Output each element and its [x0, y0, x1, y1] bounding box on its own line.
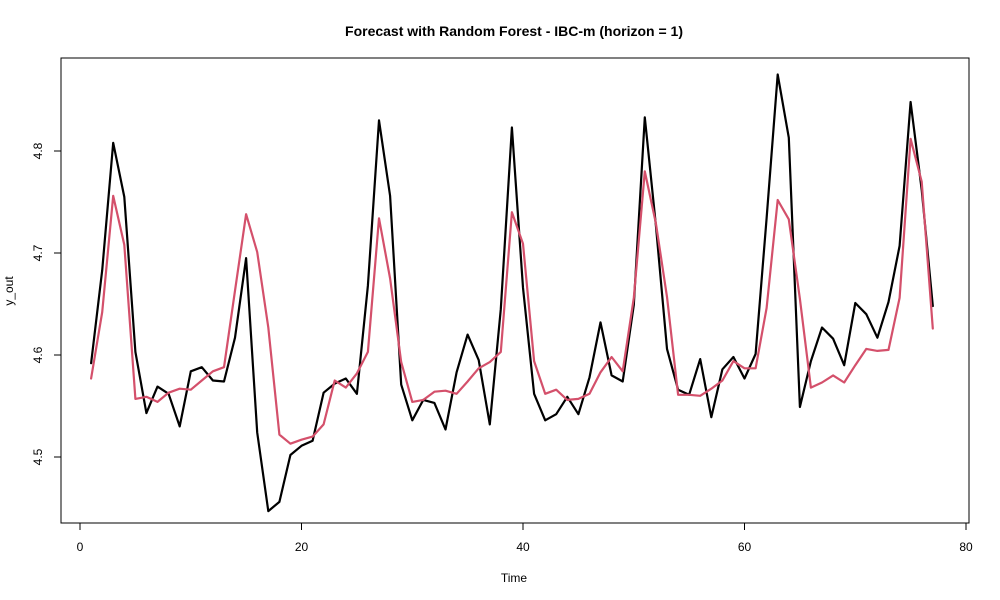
- y-axis: 4.5 4.6 4.7 4.8: [31, 142, 62, 465]
- y-tick-label: 4.8: [31, 142, 45, 159]
- y-tick-label: 4.5: [31, 448, 45, 465]
- x-tick-label: 40: [516, 540, 530, 554]
- x-tick-label: 0: [77, 540, 84, 554]
- plot-area-border: [60, 57, 970, 524]
- y-tick-label: 4.7: [31, 244, 45, 261]
- x-axis-label: Time: [501, 571, 528, 585]
- x-axis: 0 20 40 60 80: [77, 522, 973, 554]
- series-line-forecast: [89, 137, 934, 445]
- series-layer: [89, 73, 934, 513]
- y-tick-label: 4.6: [31, 346, 45, 363]
- series-line-actual: [89, 73, 934, 513]
- x-tick-label: 20: [295, 540, 309, 554]
- chart-title: Forecast with Random Forest - IBC-m (hor…: [345, 23, 683, 39]
- y-axis-label: y_out: [2, 276, 16, 306]
- x-tick-label: 60: [738, 540, 752, 554]
- x-tick-label: 80: [959, 540, 973, 554]
